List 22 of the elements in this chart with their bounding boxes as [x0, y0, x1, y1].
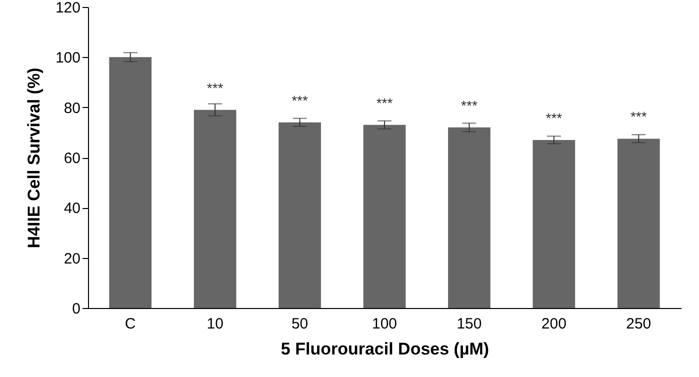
y-tick-label: 60 — [64, 150, 80, 167]
annotation: *** — [292, 92, 309, 108]
x-tick-label: 50 — [291, 316, 308, 332]
x-tick-label: 100 — [372, 316, 398, 332]
y-tick-label: 80 — [64, 100, 80, 117]
y-tick-label: 0 — [72, 300, 80, 318]
x-tick-label: C — [124, 316, 136, 332]
x-tick-label: 200 — [541, 316, 566, 332]
annotation: *** — [630, 108, 648, 125]
annotation: *** — [546, 110, 563, 126]
annotation: *** — [461, 97, 478, 114]
y-tick-label: 20 — [64, 250, 80, 268]
y-axis-title: H4IIE Cell Survival (%) — [24, 68, 44, 248]
x-axis-title: 5 Fluorouracil Doses (µM) — [280, 340, 490, 358]
y-tick-label: 40 — [64, 200, 80, 218]
x-tick-label: 10 — [206, 316, 224, 332]
y-tick-label: 120 — [55, 0, 80, 16]
annotation: *** — [376, 94, 394, 111]
x-tick-label: 250 — [626, 316, 652, 332]
x-tick-label: 150 — [456, 316, 482, 332]
y-tick-label: 100 — [55, 50, 80, 67]
annotation: *** — [206, 80, 224, 96]
